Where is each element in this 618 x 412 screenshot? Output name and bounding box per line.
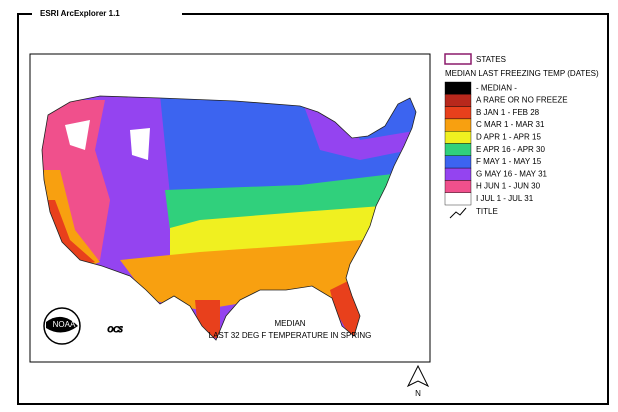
legend-swatch xyxy=(444,106,472,120)
legend-label: B JAN 1 - FEB 28 xyxy=(476,108,540,117)
legend-swatch xyxy=(444,118,472,132)
legend-label: I JUL 1 - JUL 31 xyxy=(476,194,534,203)
legend-swatch xyxy=(444,143,472,157)
window-frame xyxy=(17,13,609,405)
legend-header: MEDIAN LAST FREEZING TEMP (DATES) xyxy=(445,69,599,78)
legend-items: - MEDIAN - A RARE OR NO FREEZE B JAN 1 - F… xyxy=(444,81,568,206)
map-caption: MEDIAN xyxy=(274,319,305,328)
legend-swatch xyxy=(444,94,472,107)
legend-label: A RARE OR NO FREEZE xyxy=(476,96,568,105)
legend-swatch xyxy=(444,130,472,144)
legend-label: H JUN 1 - JUN 30 xyxy=(476,182,541,191)
noaa-bird xyxy=(46,316,78,333)
map-caption: LAST 32 DEG F TEMPERATURE IN SPRING xyxy=(209,331,372,340)
legend-swatch xyxy=(444,81,472,95)
legend-label: G MAY 16 - MAY 31 xyxy=(476,169,548,178)
legend-swatch xyxy=(444,155,472,169)
us-outline xyxy=(41,95,417,341)
north-label: N xyxy=(415,389,421,398)
north-arrow xyxy=(406,364,430,388)
title-icon xyxy=(449,207,467,219)
noaa-text: NOAA xyxy=(53,320,76,329)
legend-label: - MEDIAN - xyxy=(476,83,517,92)
legend-label: F MAY 1 - MAY 15 xyxy=(476,157,542,166)
legend-label: TITLE xyxy=(476,207,498,216)
legend-swatch xyxy=(444,180,472,193)
legend-swatch xyxy=(444,167,472,181)
legend-label: E APR 16 - APR 30 xyxy=(476,145,545,154)
legend-label: D APR 1 - APR 15 xyxy=(476,132,541,141)
legend-label: C MAR 1 - MAR 31 xyxy=(476,120,545,129)
legend-label: STATES xyxy=(476,55,506,64)
states-swatch xyxy=(444,53,472,65)
window-title: ESRI ArcExplorer 1.1 xyxy=(40,9,120,18)
legend-swatch xyxy=(444,192,472,206)
ocs-logo: OCS xyxy=(107,325,122,334)
